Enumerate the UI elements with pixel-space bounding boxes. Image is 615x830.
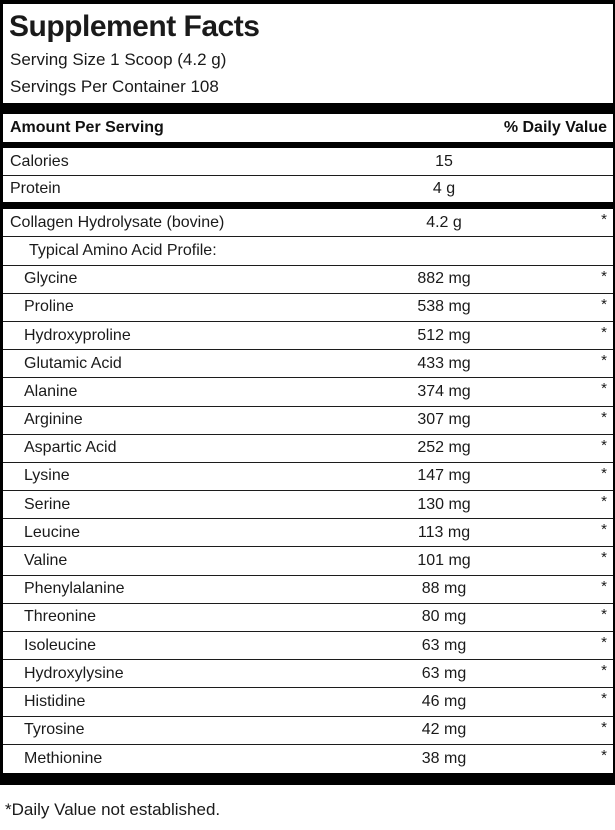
daily-value-header: % Daily Value (503, 119, 607, 136)
nutrient-row: Methionine 38 mg * (3, 745, 613, 773)
serving-size: Serving Size 1 Scoop (4.2 g) (10, 50, 227, 69)
facts-panel: Supplement Facts Serving Size 1 Scoop (4… (0, 0, 615, 785)
nutrient-amount: 38 mg (421, 749, 467, 767)
daily-value-asterisk: * (601, 718, 607, 736)
daily-value-asterisk: * (601, 323, 607, 341)
nutrient-row: Phenylalanine 88 mg * (3, 576, 613, 604)
nutrient-amount: 15 (435, 152, 453, 170)
nutrient-amount: 512 mg (417, 326, 471, 344)
nutrient-amount: 101 mg (417, 552, 471, 570)
nutrient-row: Hydroxylysine 63 mg * (3, 660, 613, 689)
daily-value-asterisk: * (601, 464, 607, 482)
table-header-row: Amount Per Serving % Daily Value (3, 114, 613, 142)
nutrient-name: Lysine (24, 467, 70, 485)
nutrient-name: Methionine (24, 749, 103, 767)
nutrient-rows: Calories 15 Protein 4 g Collagen Hydroly… (3, 148, 613, 773)
nutrient-name: Calories (10, 152, 69, 170)
daily-value-footnote: *Daily Value not established. (5, 799, 221, 819)
nutrient-row: Hydroxyproline 512 mg * (3, 322, 613, 351)
nutrient-name: Alanine (24, 382, 78, 400)
nutrient-row: Alanine 374 mg * (3, 378, 613, 407)
nutrient-row: Collagen Hydrolysate (bovine) 4.2 g * (3, 209, 613, 238)
nutrient-amount: 374 mg (417, 382, 471, 400)
nutrient-row: Isoleucine 63 mg * (3, 632, 613, 661)
nutrient-row: Typical Amino Acid Profile: (3, 237, 613, 266)
nutrient-name: Aspartic Acid (24, 439, 117, 457)
nutrient-amount: 538 mg (417, 298, 471, 316)
nutrient-amount: 433 mg (417, 354, 471, 372)
medium-divider-bar (3, 142, 613, 148)
daily-value-asterisk: * (601, 577, 607, 595)
nutrient-name: Histidine (24, 692, 86, 710)
daily-value-asterisk: * (601, 746, 607, 764)
nutrient-row: Calories 15 (3, 148, 613, 177)
daily-value-asterisk: * (601, 690, 607, 708)
nutrient-amount: 63 mg (421, 664, 467, 682)
daily-value-asterisk: * (601, 211, 607, 229)
daily-value-asterisk: * (601, 549, 607, 567)
nutrient-name: Glycine (24, 270, 78, 288)
nutrient-amount: 88 mg (421, 580, 467, 598)
nutrient-row: Glycine 882 mg * (3, 266, 613, 294)
nutrient-name: Hydroxylysine (24, 664, 124, 682)
daily-value-asterisk: * (601, 436, 607, 454)
daily-value-asterisk: * (601, 267, 607, 285)
nutrient-name: Protein (10, 180, 61, 198)
nutrient-name: Collagen Hydrolysate (bovine) (10, 213, 225, 231)
daily-value-asterisk: * (601, 634, 607, 651)
nutrient-name: Isoleucine (24, 636, 97, 654)
nutrient-amount: 252 mg (417, 439, 471, 457)
nutrient-row: Leucine 113 mg * (3, 519, 613, 548)
daily-value-asterisk: * (601, 493, 607, 511)
nutrient-amount: 4 g (432, 180, 456, 198)
label-title: Supplement Facts (9, 10, 260, 43)
nutrient-amount: 882 mg (417, 270, 471, 288)
nutrient-row: Lysine 147 mg * (3, 463, 613, 492)
nutrient-row: Tyrosine 42 mg * (3, 717, 613, 745)
nutrient-amount: 147 mg (417, 467, 471, 485)
nutrient-amount: 80 mg (421, 608, 467, 626)
nutrient-name: Proline (24, 298, 74, 316)
thick-divider-bar (3, 103, 613, 114)
nutrient-row: Histidine 46 mg * (3, 688, 613, 717)
nutrient-name: Serine (24, 495, 71, 513)
daily-value-asterisk: * (601, 662, 607, 680)
nutrient-amount: 130 mg (417, 495, 471, 513)
nutrient-row: Protein 4 g (3, 176, 613, 210)
nutrient-row: Aspartic Acid 252 mg * (3, 435, 613, 463)
daily-value-asterisk: * (601, 521, 607, 539)
nutrient-name: Arginine (24, 411, 83, 429)
nutrient-name: Threonine (24, 608, 97, 626)
nutrient-row: Threonine 80 mg * (3, 604, 613, 632)
nutrient-amount: 307 mg (417, 411, 471, 429)
nutrient-name: Valine (24, 552, 68, 570)
daily-value-asterisk: * (601, 605, 607, 623)
nutrient-name: Tyrosine (24, 721, 85, 739)
nutrient-amount: 42 mg (421, 721, 467, 739)
nutrient-row: Glutamic Acid 433 mg * (3, 350, 613, 379)
nutrient-name: Glutamic Acid (24, 354, 122, 372)
daily-value-asterisk: * (601, 352, 607, 370)
daily-value-asterisk: * (601, 295, 607, 313)
nutrient-row: Proline 538 mg * (3, 294, 613, 322)
nutrient-name: Leucine (24, 523, 81, 541)
servings-per-container: Servings Per Container 108 (10, 77, 219, 96)
nutrient-row: Serine 130 mg * (3, 491, 613, 520)
amount-per-serving-header: Amount Per Serving (10, 119, 164, 136)
bottom-divider-bar (3, 772, 613, 785)
nutrient-amount: 113 mg (417, 523, 471, 541)
nutrient-amount: 4.2 g (426, 213, 462, 231)
nutrient-row: Arginine 307 mg * (3, 407, 613, 435)
daily-value-asterisk: * (601, 380, 607, 398)
nutrient-name: Hydroxyproline (24, 326, 131, 344)
nutrient-name: Phenylalanine (24, 580, 125, 598)
nutrient-row: Valine 101 mg * (3, 547, 613, 576)
nutrient-name: Typical Amino Acid Profile: (29, 241, 217, 259)
nutrient-amount: 46 mg (421, 692, 467, 710)
daily-value-asterisk: * (601, 408, 607, 426)
nutrient-amount: 63 mg (421, 636, 467, 654)
